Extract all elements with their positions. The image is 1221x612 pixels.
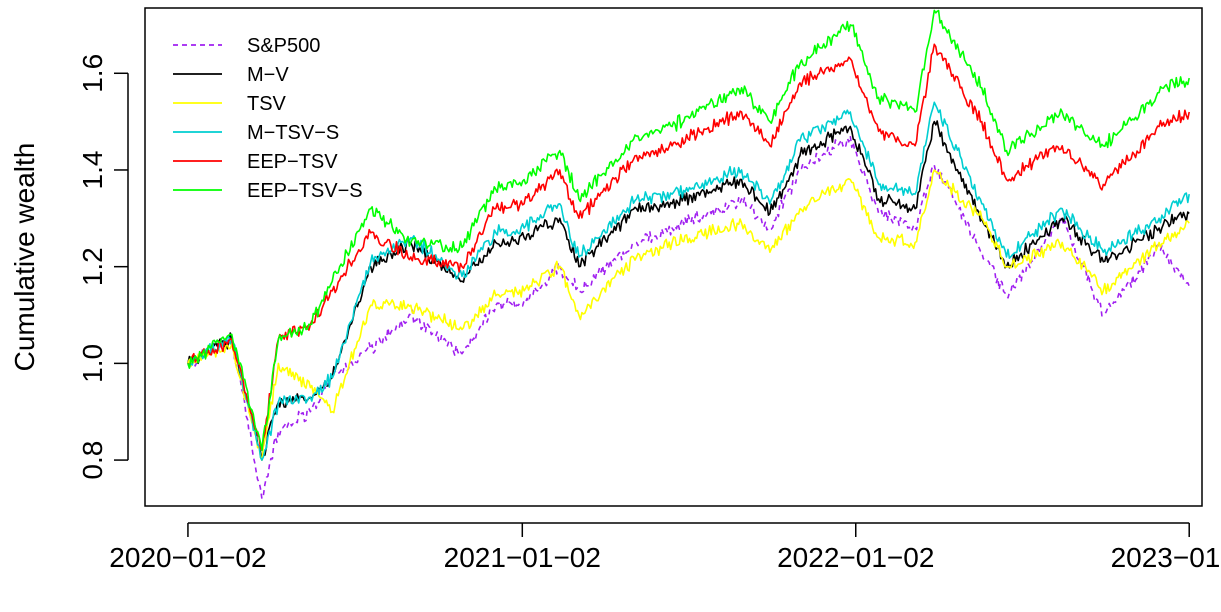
series-line-3 xyxy=(187,169,1190,461)
series-line-1 xyxy=(187,135,1190,500)
series-line-4 xyxy=(187,101,1190,461)
legend-label: S&P500 xyxy=(247,35,320,57)
series-line-6 xyxy=(187,9,1190,452)
y-tick-label: 0.8 xyxy=(77,441,108,480)
x-tick-label: 2022−01−02 xyxy=(777,542,934,573)
y-tick-label: 1.0 xyxy=(77,344,108,383)
x-tick-label: 2021−01−02 xyxy=(444,542,601,573)
legend-label: EEP−TSV−S xyxy=(247,180,363,202)
x-tick-label: 2023−01−02 xyxy=(1111,542,1221,573)
x-axis: 2020−01−02 2021−01−02 2022−01−02 2023−01−02 xyxy=(109,522,1221,573)
y-tick-label: 1.4 xyxy=(77,151,108,190)
y-axis-title: Cumulative wealth xyxy=(9,143,40,372)
y-tick-label: 1.6 xyxy=(77,54,108,93)
legend-label: TSV xyxy=(247,93,287,115)
x-tick-label: 2020−01−02 xyxy=(109,542,266,573)
legend: S&P500 M−V TSV M−TSV−S EEP−TSV EEP−TSV−S xyxy=(173,35,363,202)
y-axis: 0.8 1.0 1.2 1.4 1.6 xyxy=(77,54,129,480)
y-tick-label: 1.2 xyxy=(77,247,108,286)
series-lines xyxy=(187,9,1190,500)
series-line-2 xyxy=(187,120,1190,461)
legend-label: M−TSV−S xyxy=(247,122,339,144)
legend-label: M−V xyxy=(247,64,289,86)
legend-label: EEP−TSV xyxy=(247,151,338,173)
plot-frame xyxy=(144,7,1203,507)
series-line-5 xyxy=(187,43,1190,452)
